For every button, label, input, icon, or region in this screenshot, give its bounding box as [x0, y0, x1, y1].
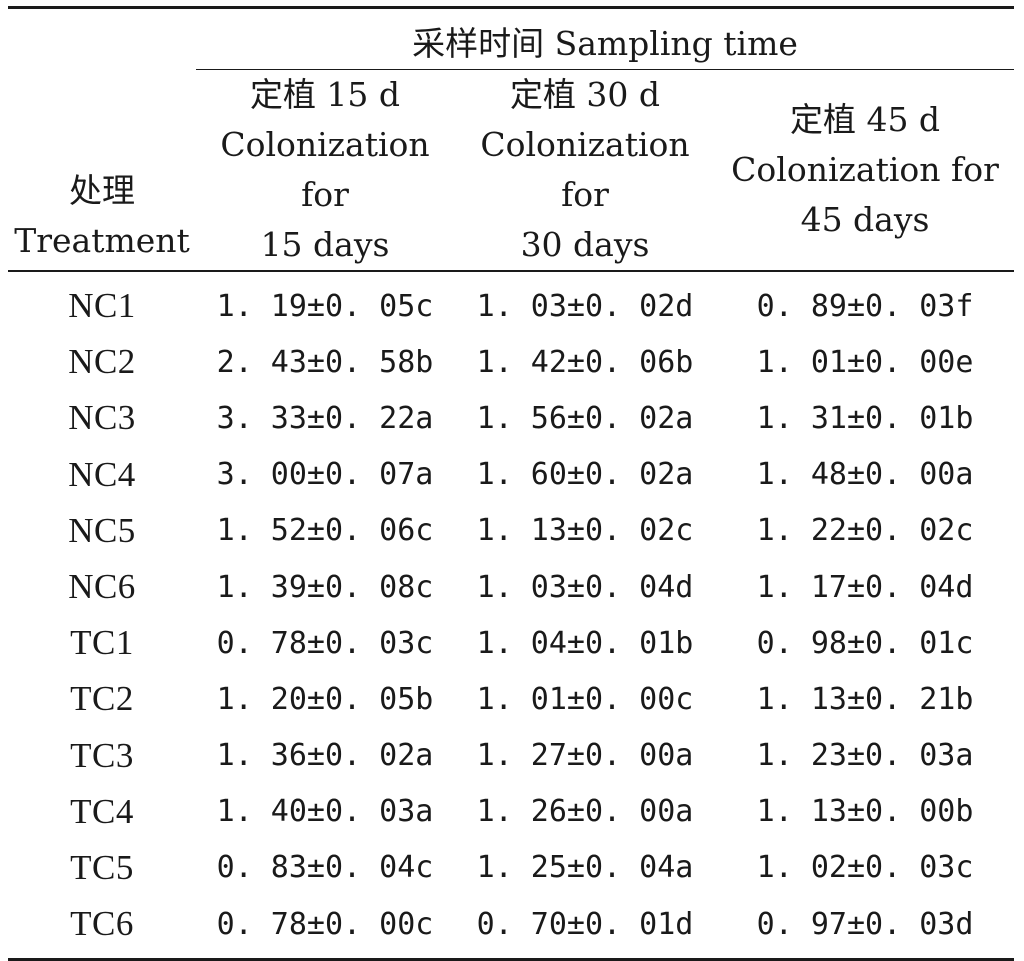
table-row: NC3 3. 33±0. 22a 1. 56±0. 02a 1. 31±0. 0… — [8, 390, 1014, 446]
treatment-cell: TC2 — [70, 679, 134, 719]
data-table-container: 处理 Treatment 采样时间 Sampling time 定植 15 d … — [8, 6, 1015, 961]
value-cell-30d: 1. 60±0. 02a — [476, 457, 694, 493]
treatment-cell: TC5 — [70, 847, 134, 887]
value-cell-15d: 1. 40±0. 03a — [216, 794, 434, 830]
column-header-45d-en: Colonization for — [731, 150, 999, 189]
value-cell-45d: 1. 17±0. 04d — [756, 569, 974, 605]
table-row: TC3 1. 36±0. 02a 1. 27±0. 00a 1. 23±0. 0… — [8, 728, 1014, 784]
column-header-45d-cn: 定植 45 d — [789, 100, 941, 139]
treatment-cell: TC1 — [70, 623, 134, 663]
value-cell-45d: 1. 01±0. 00e — [756, 344, 974, 380]
value-cell-30d: 1. 03±0. 02d — [476, 288, 694, 324]
column-header-45d-days: 45 days — [800, 200, 930, 239]
treatment-header-en: Treatment — [14, 221, 190, 260]
table-row: NC2 2. 43±0. 58b 1. 42±0. 06b 1. 01±0. 0… — [8, 334, 1014, 390]
value-cell-15d: 0. 78±0. 03c — [216, 625, 434, 661]
table-row: TC1 0. 78±0. 03c 1. 04±0. 01b 0. 98±0. 0… — [8, 615, 1014, 671]
header-row-span: 处理 Treatment 采样时间 Sampling time — [8, 7, 1015, 272]
value-cell-45d: 1. 23±0. 03a — [756, 738, 974, 774]
value-cell-30d: 1. 13±0. 02c — [476, 513, 694, 549]
value-cell-45d: 1. 13±0. 21b — [756, 681, 974, 717]
column-header-15d: 定植 15 d Colonization for 15 days — [196, 70, 454, 272]
value-cell-15d: 1. 20±0. 05b — [216, 681, 434, 717]
value-cell-45d: 0. 89±0. 03f — [756, 288, 974, 324]
value-cell-30d: 1. 42±0. 06b — [476, 344, 694, 380]
value-cell-15d: 2. 43±0. 58b — [216, 344, 434, 380]
treatment-cell: NC3 — [68, 398, 136, 438]
column-header-30d-cn: 定植 30 d — [509, 75, 661, 114]
treatment-cell: NC4 — [68, 454, 136, 494]
table-row: TC5 0. 83±0. 04c 1. 25±0. 04a 1. 02±0. 0… — [8, 840, 1014, 896]
sampling-time-header: 采样时间 Sampling time — [196, 7, 1015, 70]
treatment-cell: TC4 — [70, 791, 134, 831]
value-cell-30d: 1. 03±0. 04d — [476, 569, 694, 605]
header-row-columns: 定植 15 d Colonization for 15 days 定植 30 d… — [8, 70, 1015, 272]
treatment-cell: TC3 — [70, 735, 134, 775]
treatment-cell: NC6 — [68, 567, 136, 607]
treatment-cell: NC5 — [68, 510, 136, 550]
value-cell-15d: 1. 19±0. 05c — [216, 288, 434, 324]
treatment-header-cn: 处理 — [69, 171, 135, 210]
column-header-15d-cn: 定植 15 d — [249, 75, 401, 114]
column-header-30d-days: 30 days — [520, 225, 650, 264]
value-cell-45d: 1. 31±0. 01b — [756, 400, 974, 436]
sampling-time-table: 处理 Treatment 采样时间 Sampling time 定植 15 d … — [8, 6, 1015, 961]
column-header-15d-en: Colonization for — [220, 125, 430, 214]
value-cell-15d: 1. 52±0. 06c — [216, 513, 434, 549]
value-cell-15d: 1. 36±0. 02a — [216, 738, 434, 774]
value-cell-30d: 1. 56±0. 02a — [476, 400, 694, 436]
value-cell-15d: 0. 83±0. 04c — [216, 850, 434, 886]
value-cell-30d: 1. 26±0. 00a — [476, 794, 694, 830]
column-header-30d: 定植 30 d Colonization for 30 days — [454, 70, 716, 272]
treatment-cell: NC1 — [68, 286, 136, 326]
value-cell-45d: 0. 98±0. 01c — [756, 625, 974, 661]
table-row: NC1 1. 19±0. 05c 1. 03±0. 02d 0. 89±0. 0… — [8, 271, 1014, 334]
value-cell-15d: 3. 00±0. 07a — [216, 457, 434, 493]
value-cell-45d: 1. 22±0. 02c — [756, 513, 974, 549]
table-row: NC4 3. 00±0. 07a 1. 60±0. 02a 1. 48±0. 0… — [8, 447, 1014, 503]
value-cell-30d: 1. 01±0. 00c — [476, 681, 694, 717]
column-header-45d: 定植 45 d Colonization for 45 days — [716, 70, 1014, 272]
treatment-cell: NC2 — [68, 342, 136, 382]
table-row: TC4 1. 40±0. 03a 1. 26±0. 00a 1. 13±0. 0… — [8, 784, 1014, 840]
value-cell-45d: 1. 02±0. 03c — [756, 850, 974, 886]
value-cell-30d: 1. 25±0. 04a — [476, 850, 694, 886]
table-row: TC2 1. 20±0. 05b 1. 01±0. 00c 1. 13±0. 2… — [8, 671, 1014, 727]
column-header-15d-days: 15 days — [260, 225, 390, 264]
treatment-header: 处理 Treatment — [8, 7, 196, 272]
table-row: NC5 1. 52±0. 06c 1. 13±0. 02c 1. 22±0. 0… — [8, 503, 1014, 559]
value-cell-45d: 1. 48±0. 00a — [756, 457, 974, 493]
table-row: NC6 1. 39±0. 08c 1. 03±0. 04d 1. 17±0. 0… — [8, 559, 1014, 615]
column-header-30d-en: Colonization for — [480, 125, 690, 214]
value-cell-30d: 1. 04±0. 01b — [476, 625, 694, 661]
table-body: NC1 1. 19±0. 05c 1. 03±0. 02d 0. 89±0. 0… — [8, 271, 1015, 960]
value-cell-45d: 1. 13±0. 00b — [756, 794, 974, 830]
value-cell-30d: 1. 27±0. 00a — [476, 738, 694, 774]
value-cell-15d: 3. 33±0. 22a — [216, 400, 434, 436]
value-cell-15d: 1. 39±0. 08c — [216, 569, 434, 605]
table-header: 处理 Treatment 采样时间 Sampling time 定植 15 d … — [8, 7, 1015, 272]
